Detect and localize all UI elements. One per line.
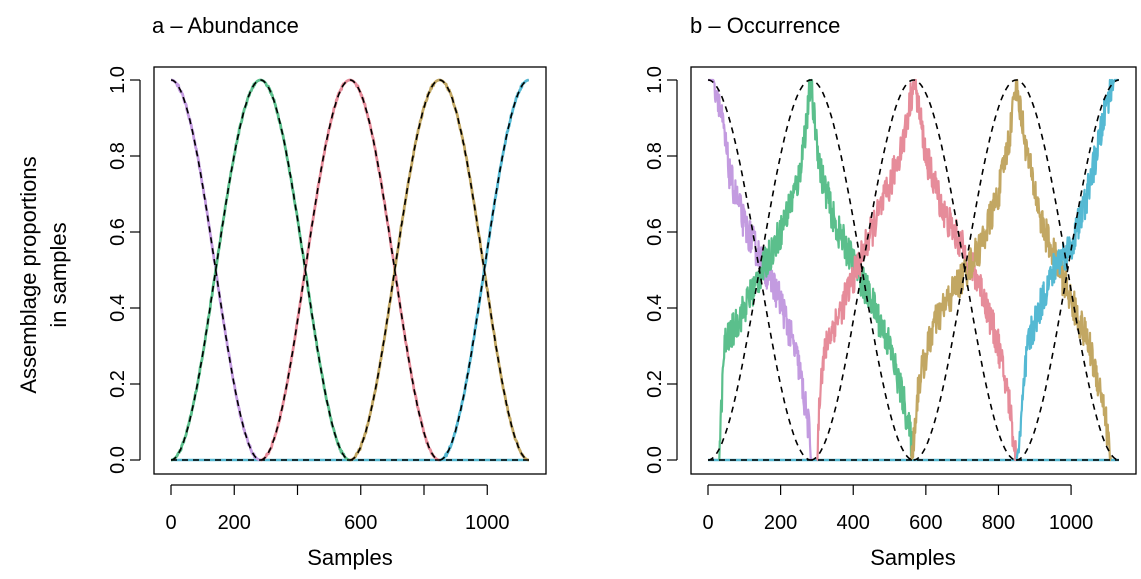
y-tick-label: 0.8: [107, 142, 129, 170]
series-line-green: [170, 78, 351, 462]
series-line-green: [718, 78, 914, 462]
panel-title-occurrence: b – Occurrence: [690, 13, 840, 38]
series-line-gold: [910, 78, 1112, 462]
x-tick-label: 0: [165, 512, 176, 534]
x-tick-label: 400: [837, 512, 870, 534]
occurrence-axes: 0.0 0.2 0.4 0.6 0.8 1.0 0 200 400 600 800 1000: [644, 66, 1093, 534]
expected-curve-4: [349, 79, 529, 461]
y-tick-label: 1.0: [644, 66, 666, 94]
y-axis-title-line2: in samples: [46, 222, 71, 327]
series-line-gold: [349, 78, 530, 462]
x-tick-label: 1000: [465, 512, 510, 534]
x-tick-label: 600: [344, 512, 377, 534]
y-tick-label: 0.0: [107, 446, 129, 474]
x-tick-label: 1000: [1049, 512, 1094, 534]
x-tick-label: 600: [909, 512, 942, 534]
expected-curve-2: [170, 79, 350, 461]
y-tick-label: 1.0: [107, 66, 129, 94]
abundance-axes: 0.0 0.2 0.4 0.6 0.8 1.0 0 200 600 1000: [107, 66, 510, 534]
x-tick-label: 800: [982, 512, 1015, 534]
y-tick-label: 0.6: [107, 218, 129, 246]
y-tick-label: 0.4: [107, 294, 129, 322]
x-tick-label: 200: [764, 512, 797, 534]
x-tick-label: 0: [702, 512, 713, 534]
series-line-red: [259, 78, 441, 462]
y-tick-label: 0.2: [644, 370, 666, 398]
occurrence-plot-area: [707, 78, 1120, 462]
y-axis-title-line1: Assemblage proportions: [16, 156, 41, 393]
abundance-plot-frame: [153, 66, 547, 475]
occurrence-plot-frame: [690, 66, 1137, 475]
expected-curve-1: [170, 79, 261, 461]
occurrence-x-axis-title: Samples: [870, 545, 956, 570]
y-tick-label: 0.6: [644, 218, 666, 246]
panel-occurrence: b – Occurrence 0.0 0.2 0.4 0.6 0.8 1.0 0 200 400…: [644, 13, 1137, 570]
abundance-plot-area: [170, 78, 530, 462]
abundance-x-axis-title: Samples: [307, 545, 393, 570]
x-tick-label: 200: [218, 512, 251, 534]
expected-curve-5: [439, 79, 529, 461]
expected-curve-5: [1016, 79, 1119, 461]
y-tick-label: 0.4: [644, 294, 666, 322]
series-line-red: [816, 78, 1018, 462]
y-tick-label: 0.8: [644, 142, 666, 170]
panel-abundance: a – Abundance 0.0 0.2 0.4 0.6 0.8 1.0 0 200 600 1…: [107, 13, 547, 570]
y-tick-label: 0.2: [107, 370, 129, 398]
expected-curve-2: [707, 79, 914, 461]
series-line-cyan: [1015, 78, 1120, 461]
expected-curve-3: [260, 79, 440, 461]
panel-title-abundance: a – Abundance: [152, 13, 299, 38]
expected-curve-3: [810, 79, 1017, 461]
expected-curve-4: [913, 79, 1119, 461]
y-tick-label: 0.0: [644, 446, 666, 474]
